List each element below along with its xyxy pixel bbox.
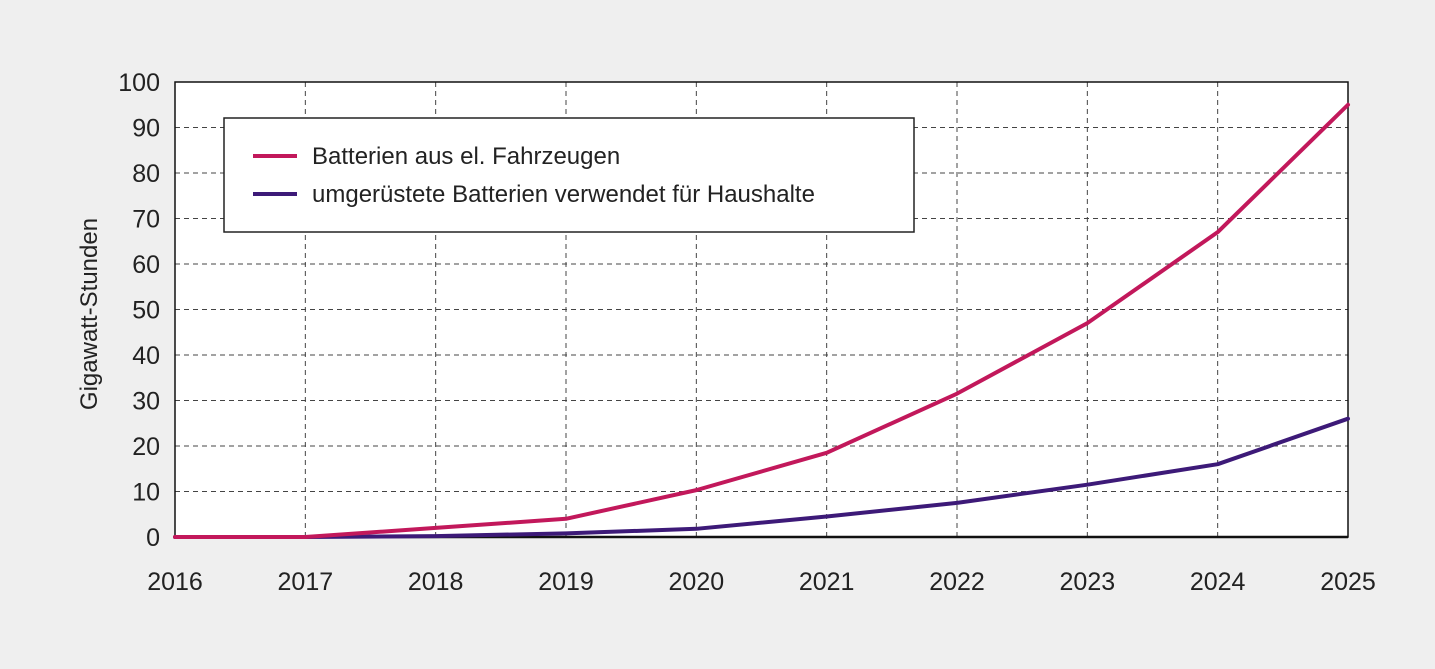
y-tick-label: 100 xyxy=(118,69,160,97)
x-tick-labels: 2016 2017 2018 2019 2020 2021 2022 2023 2024 2025 xyxy=(147,568,1376,596)
y-tick-label: 70 xyxy=(132,206,160,234)
legend-label-series-2: umgerüstete Batterien verwendet für Haus… xyxy=(312,181,815,208)
x-tick-label: 2016 xyxy=(147,568,203,596)
x-tick-label: 2022 xyxy=(929,568,985,596)
x-tick-label: 2020 xyxy=(669,568,725,596)
y-tick-label: 0 xyxy=(146,524,160,552)
series-line-1 xyxy=(173,102,1350,539)
y-tick-label: 50 xyxy=(132,297,160,325)
y-tick-label: 80 xyxy=(132,160,160,188)
y-tick-labels: 0 10 20 30 40 50 60 70 80 90 100 xyxy=(118,69,160,552)
x-tick-label: 2021 xyxy=(799,568,855,596)
y-tick-label: 90 xyxy=(132,115,160,143)
y-tick-label: 40 xyxy=(132,342,160,370)
series-layer xyxy=(173,102,1350,539)
y-tick-label: 30 xyxy=(132,388,160,416)
y-tick-label: 10 xyxy=(132,479,160,507)
y-tick-label: 60 xyxy=(132,251,160,279)
x-tick-label: 2019 xyxy=(538,568,594,596)
x-tick-label: 2024 xyxy=(1190,568,1246,596)
x-tick-label: 2025 xyxy=(1320,568,1376,596)
x-tick-label: 2018 xyxy=(408,568,464,596)
legend-box xyxy=(223,117,915,233)
y-tick-label: 20 xyxy=(132,433,160,461)
series-line-2 xyxy=(173,416,1350,539)
x-tick-label: 2017 xyxy=(278,568,334,596)
legend-label-series-1: Batterien aus el. Fahrzeugen xyxy=(312,143,620,170)
x-tick-label: 2023 xyxy=(1060,568,1116,596)
legend: Batterien aus el. Fahrzeugen umgerüstete… xyxy=(223,117,915,233)
y-axis-title: Gigawatt-Stunden xyxy=(76,218,103,410)
